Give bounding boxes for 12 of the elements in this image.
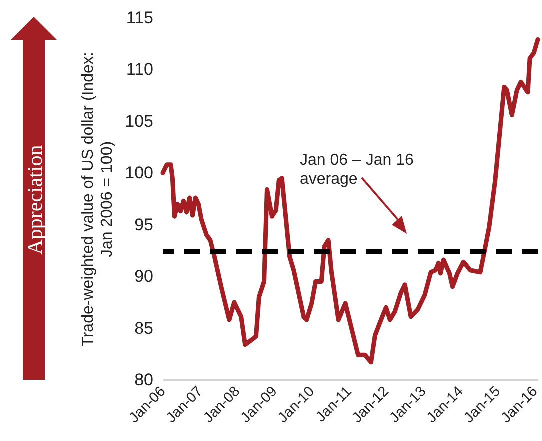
y-tick-label: 110 [126,60,154,80]
ref-line-label: Jan 06 – Jan 16 average [300,152,414,188]
y-tick-label: 80 [134,370,154,390]
text: Appreciation [23,144,47,255]
y-tick-label: 85 [134,318,154,338]
y-tick-label: 95 [134,215,154,234]
y-tick-label: 90 [134,267,154,286]
y-tick-label: 105 [125,112,154,131]
y-tick-label: 100 [125,164,154,183]
y-axis-title: Trade-weighted value of US dollar (Index: Jan 2006 = 100) [80,52,116,347]
y-tick-label: 115 [126,8,154,28]
line-series [160,37,540,365]
